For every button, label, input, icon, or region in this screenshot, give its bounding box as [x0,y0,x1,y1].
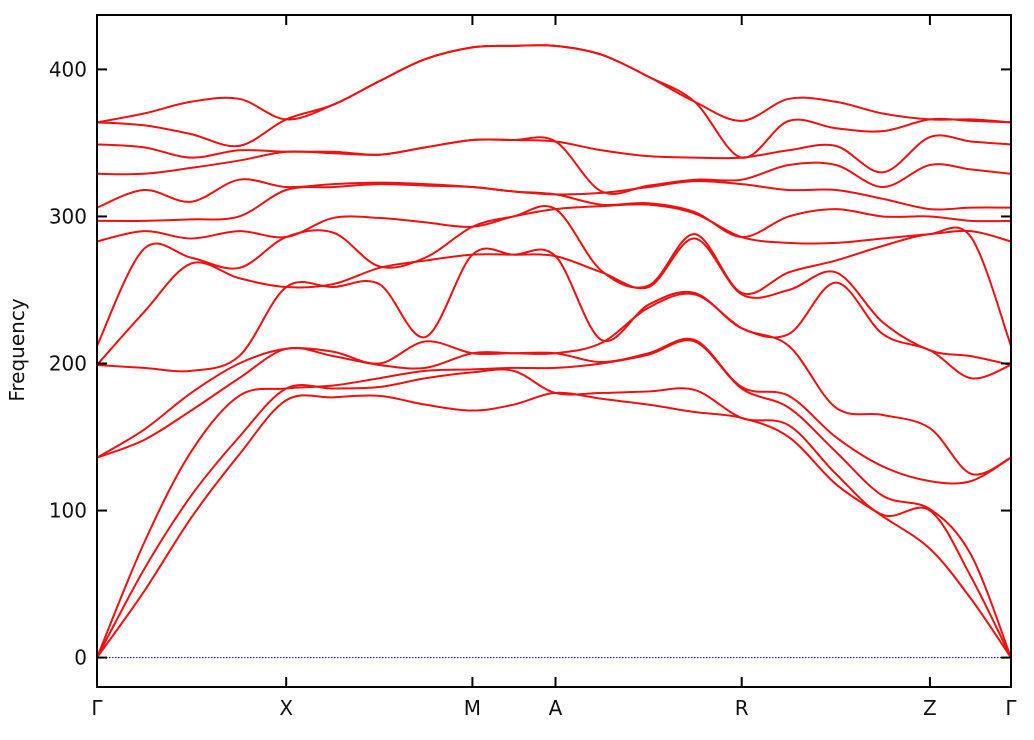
y-tick-label: 300 [49,204,87,228]
band-line [96,339,1012,658]
x-tick-label: R [735,696,749,720]
band-line [96,203,1012,245]
band-line [96,44,1012,124]
x-tick-label: M [464,696,481,720]
y-tick-label: 200 [49,351,87,375]
band-line [96,391,1012,659]
band-line [96,178,1012,211]
band-line [96,368,1012,659]
plot-frame [96,14,1012,688]
x-tick-label: Z [923,696,937,720]
y-tick-label: 100 [49,499,87,523]
band-line [96,205,1012,347]
x-tick-label: X [279,696,293,720]
y-axis-label: Frequency [5,298,29,401]
x-tick-label: Γ [1005,696,1017,720]
band-line [96,183,1012,239]
band-line [96,134,1012,174]
band-line [96,292,1012,476]
band-line [96,237,1012,366]
y-tick-label: 400 [49,57,87,81]
y-tick-label: 0 [74,646,87,670]
x-tick-label: Γ [91,696,103,720]
x-tick-label: A [549,696,563,720]
